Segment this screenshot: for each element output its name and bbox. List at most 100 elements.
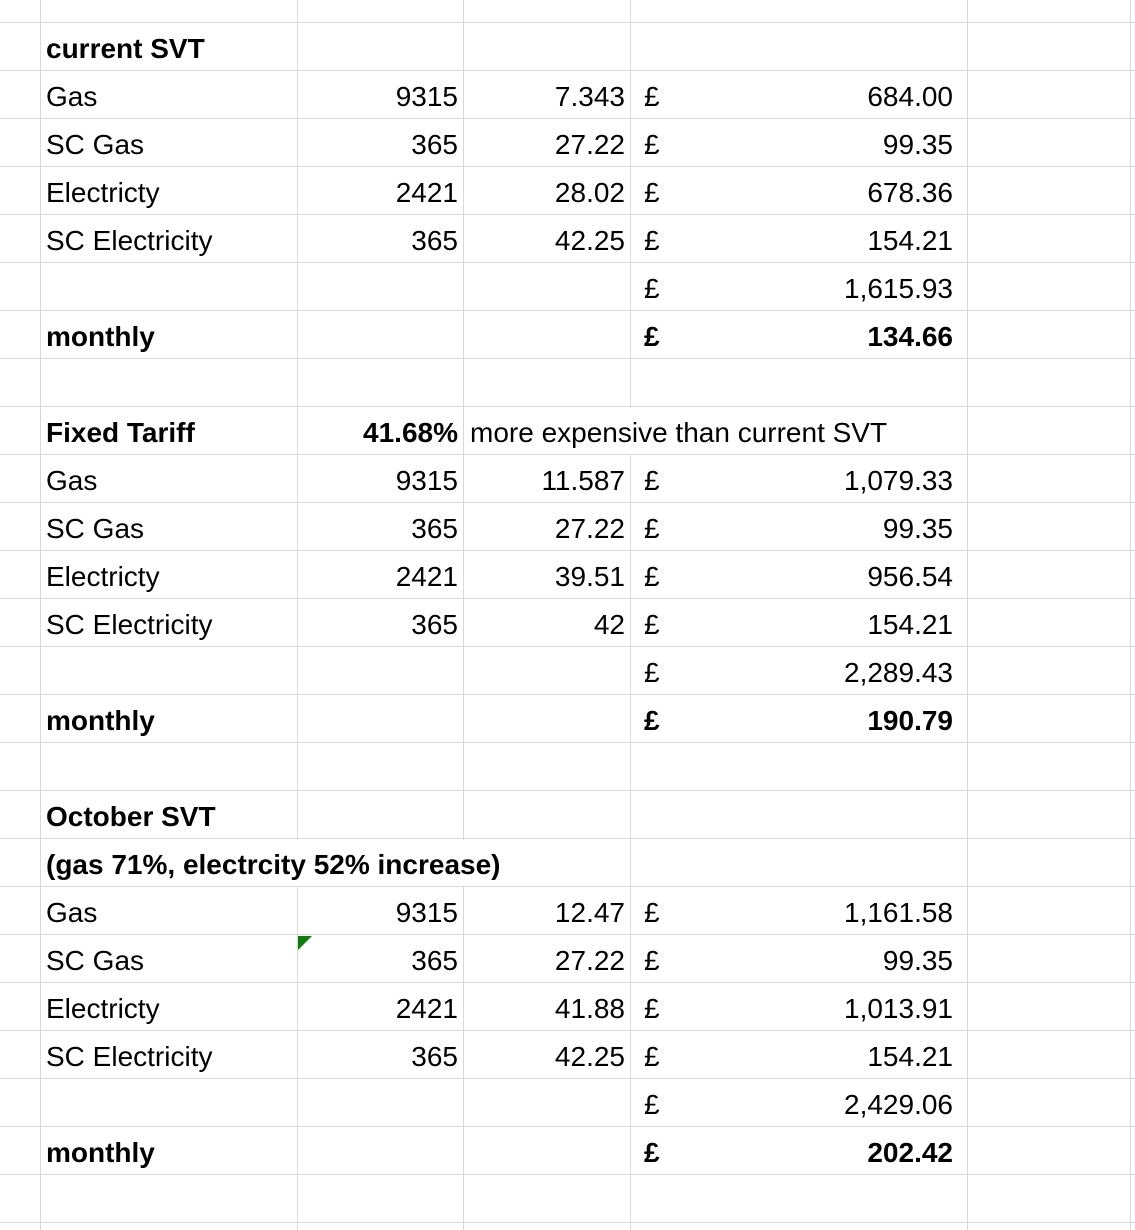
- row-label-cell[interactable]: SC Electricity: [46, 1041, 213, 1072]
- row-rate-cell[interactable]: 27.22: [554, 513, 625, 544]
- gridline-vertical: [297, 0, 298, 840]
- total-amount-cell[interactable]: £ 2,429.06: [631, 1080, 967, 1127]
- row-qty-cell[interactable]: 365: [411, 1041, 458, 1072]
- pound-symbol: £: [644, 225, 660, 256]
- pound-symbol: £: [644, 1041, 660, 1072]
- pound-symbol: £: [644, 561, 660, 592]
- gridline-vertical: [297, 886, 298, 1230]
- amount-text: 154.21: [867, 609, 953, 640]
- row-amount-cell[interactable]: £ 684.00: [631, 72, 967, 119]
- row-qty-cell[interactable]: 9315: [395, 897, 458, 928]
- row-amount-cell[interactable]: £ 956.54: [631, 552, 967, 599]
- total-amount-cell[interactable]: £ 2,289.43: [631, 648, 967, 695]
- amount-text: 1,161.58: [844, 897, 953, 928]
- gridline-vertical: [630, 454, 631, 1230]
- row-label-cell[interactable]: Electricty: [46, 561, 160, 592]
- pound-symbol: £: [644, 321, 660, 352]
- row-rate-cell[interactable]: 28.02: [554, 177, 625, 208]
- monthly-label-cell[interactable]: monthly: [46, 321, 155, 352]
- percent-cell[interactable]: 41.68%: [363, 417, 458, 448]
- monthly-amount-cell[interactable]: £ 190.79: [631, 696, 967, 743]
- total-amount-cell[interactable]: £ 1,615.93: [631, 264, 967, 311]
- pound-symbol: £: [644, 81, 660, 112]
- subtitle-cell[interactable]: (gas 71%, electrcity 52% increase): [46, 849, 501, 880]
- amount-text: 154.21: [867, 1041, 953, 1072]
- row-rate-cell[interactable]: 42.25: [554, 225, 625, 256]
- amount-text: 1,615.93: [844, 273, 953, 304]
- row-rate-cell[interactable]: 27.22: [554, 945, 625, 976]
- row-qty-cell[interactable]: 365: [411, 513, 458, 544]
- monthly-amount-cell[interactable]: £ 202.42: [631, 1128, 967, 1175]
- row-qty-cell[interactable]: 365: [411, 129, 458, 160]
- pound-symbol: £: [644, 897, 660, 928]
- row-qty-cell[interactable]: 2421: [395, 561, 458, 592]
- pound-symbol: £: [644, 465, 660, 496]
- row-label-cell[interactable]: SC Gas: [46, 945, 145, 976]
- pound-symbol: £: [644, 993, 660, 1024]
- gridline-vertical: [967, 0, 968, 1230]
- row-rate-cell[interactable]: 7.343: [554, 81, 625, 112]
- pound-symbol: £: [644, 1137, 660, 1168]
- row-amount-cell[interactable]: £ 154.21: [631, 600, 967, 647]
- row-qty-cell[interactable]: 2421: [395, 177, 458, 208]
- row-qty-cell[interactable]: 365: [411, 225, 458, 256]
- row-amount-cell[interactable]: £ 1,013.91: [631, 984, 967, 1031]
- amount-text: 99.35: [882, 513, 953, 544]
- row-qty-cell[interactable]: 365: [411, 945, 458, 976]
- row-label-cell[interactable]: Gas: [46, 465, 98, 496]
- row-amount-cell[interactable]: £ 99.35: [631, 120, 967, 167]
- row-label-cell[interactable]: Electricty: [46, 993, 160, 1024]
- row-label-cell[interactable]: SC Gas: [46, 129, 145, 160]
- monthly-label-cell[interactable]: monthly: [46, 1137, 155, 1168]
- row-label-cell[interactable]: Gas: [46, 81, 98, 112]
- monthly-label-cell[interactable]: monthly: [46, 705, 155, 736]
- row-rate-cell[interactable]: 42.25: [554, 1041, 625, 1072]
- section-title-cell[interactable]: Fixed Tariff: [46, 417, 195, 448]
- row-rate-cell[interactable]: 27.22: [554, 129, 625, 160]
- row-qty-cell[interactable]: 2421: [395, 993, 458, 1024]
- pound-symbol: £: [644, 657, 660, 688]
- row-rate-cell[interactable]: 11.587: [541, 465, 625, 496]
- row-qty-cell[interactable]: 365: [411, 609, 458, 640]
- row-label-cell[interactable]: SC Gas: [46, 513, 145, 544]
- pound-symbol: £: [644, 177, 660, 208]
- amount-text: 2,429.06: [844, 1089, 953, 1120]
- row-qty-cell[interactable]: 9315: [395, 81, 458, 112]
- section-title-cell[interactable]: current SVT: [46, 33, 205, 64]
- row-amount-cell[interactable]: £ 99.35: [631, 504, 967, 551]
- pound-symbol: £: [644, 705, 660, 736]
- pound-symbol: £: [644, 513, 660, 544]
- row-label-cell[interactable]: Gas: [46, 897, 98, 928]
- amount-text: 2,289.43: [844, 657, 953, 688]
- amount-text: 99.35: [882, 945, 953, 976]
- row-label-cell[interactable]: Electricty: [46, 177, 160, 208]
- gridline-vertical: [1130, 0, 1131, 1230]
- row-rate-cell[interactable]: 39.51: [554, 561, 625, 592]
- row-label-cell[interactable]: SC Electricity: [46, 225, 213, 256]
- row-rate-cell[interactable]: 42: [593, 609, 625, 640]
- note-cell[interactable]: more expensive than current SVT: [470, 417, 888, 448]
- row-qty-cell[interactable]: 9315: [395, 465, 458, 496]
- row-amount-cell[interactable]: £ 99.35: [631, 936, 967, 983]
- amount-text: 956.54: [867, 561, 953, 592]
- pound-symbol: £: [644, 1089, 660, 1120]
- gridline-vertical: [630, 0, 631, 408]
- row-amount-cell[interactable]: £ 1,079.33: [631, 456, 967, 503]
- row-amount-cell[interactable]: £ 154.21: [631, 216, 967, 263]
- amount-text: 684.00: [867, 81, 953, 112]
- pound-symbol: £: [644, 129, 660, 160]
- amount-text: 1,079.33: [844, 465, 953, 496]
- row-amount-cell[interactable]: £ 154.21: [631, 1032, 967, 1079]
- row-rate-cell[interactable]: 41.88: [554, 993, 625, 1024]
- row-amount-cell[interactable]: £ 678.36: [631, 168, 967, 215]
- section-title-cell[interactable]: October SVT: [46, 801, 216, 832]
- row-amount-cell[interactable]: £ 1,161.58: [631, 888, 967, 935]
- amount-text: 190.79: [867, 705, 953, 736]
- monthly-amount-cell[interactable]: £ 134.66: [631, 312, 967, 359]
- pound-symbol: £: [644, 945, 660, 976]
- row-label-cell[interactable]: SC Electricity: [46, 609, 213, 640]
- amount-text: 134.66: [867, 321, 953, 352]
- row-rate-cell[interactable]: 12.47: [554, 897, 625, 928]
- gridline-vertical: [40, 0, 41, 1230]
